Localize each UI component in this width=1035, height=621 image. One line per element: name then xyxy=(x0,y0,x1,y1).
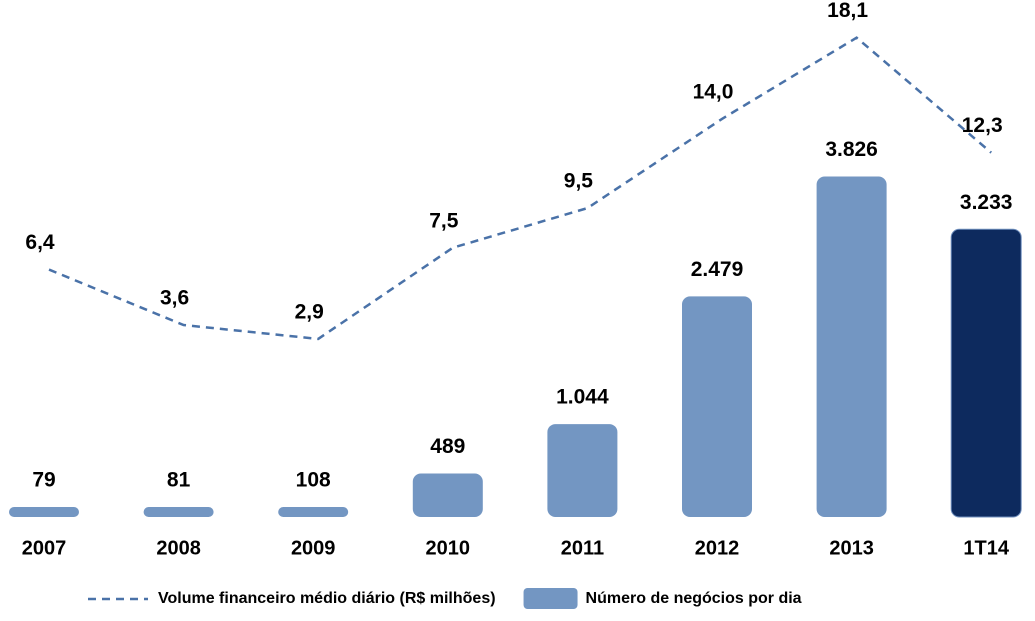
bar xyxy=(950,228,1022,518)
x-tick-label: 2012 xyxy=(695,537,740,559)
x-tick-label: 2009 xyxy=(291,537,336,559)
line-value-label: 14,0 xyxy=(693,80,734,103)
bar xyxy=(143,507,214,517)
line-value-label: 18,1 xyxy=(827,0,868,22)
x-tick-label: 2008 xyxy=(156,537,201,559)
x-tick-label: 1T14 xyxy=(963,537,1009,559)
bar xyxy=(547,424,618,517)
bar-value-label: 2.479 xyxy=(691,258,744,281)
line xyxy=(48,36,993,341)
bar xyxy=(412,473,483,517)
bar-value-label: 489 xyxy=(430,435,465,458)
line-value-label: 2,9 xyxy=(295,300,324,323)
legend-label: Número de negócios por dia xyxy=(586,590,802,607)
x-tick-label: 2007 xyxy=(22,537,67,559)
bar xyxy=(682,296,752,517)
bar-value-label: 3.233 xyxy=(960,191,1013,214)
bar xyxy=(278,507,349,517)
line-value-label: 12,3 xyxy=(962,114,1003,137)
x-tick-label: 2011 xyxy=(561,537,604,559)
bar-value-label: 1.044 xyxy=(556,386,609,409)
bar-value-label: 108 xyxy=(296,469,331,492)
legend-label: Volume financeiro médio diário (R$ milhõ… xyxy=(158,590,496,607)
bar xyxy=(9,507,79,517)
x-tick-label: 2013 xyxy=(829,537,874,559)
line-value-label: 7,5 xyxy=(429,209,459,232)
legend-swatch xyxy=(523,588,578,609)
bar-value-label: 3.826 xyxy=(825,138,878,161)
line-value-label: 6,4 xyxy=(25,231,55,254)
line-value-label: 9,5 xyxy=(564,170,594,193)
bar-value-label: 79 xyxy=(32,469,55,492)
bar-value-label: 81 xyxy=(167,469,191,492)
line-value-label: 3,6 xyxy=(160,287,189,310)
bar xyxy=(816,176,887,517)
x-tick-label: 2010 xyxy=(426,537,471,559)
